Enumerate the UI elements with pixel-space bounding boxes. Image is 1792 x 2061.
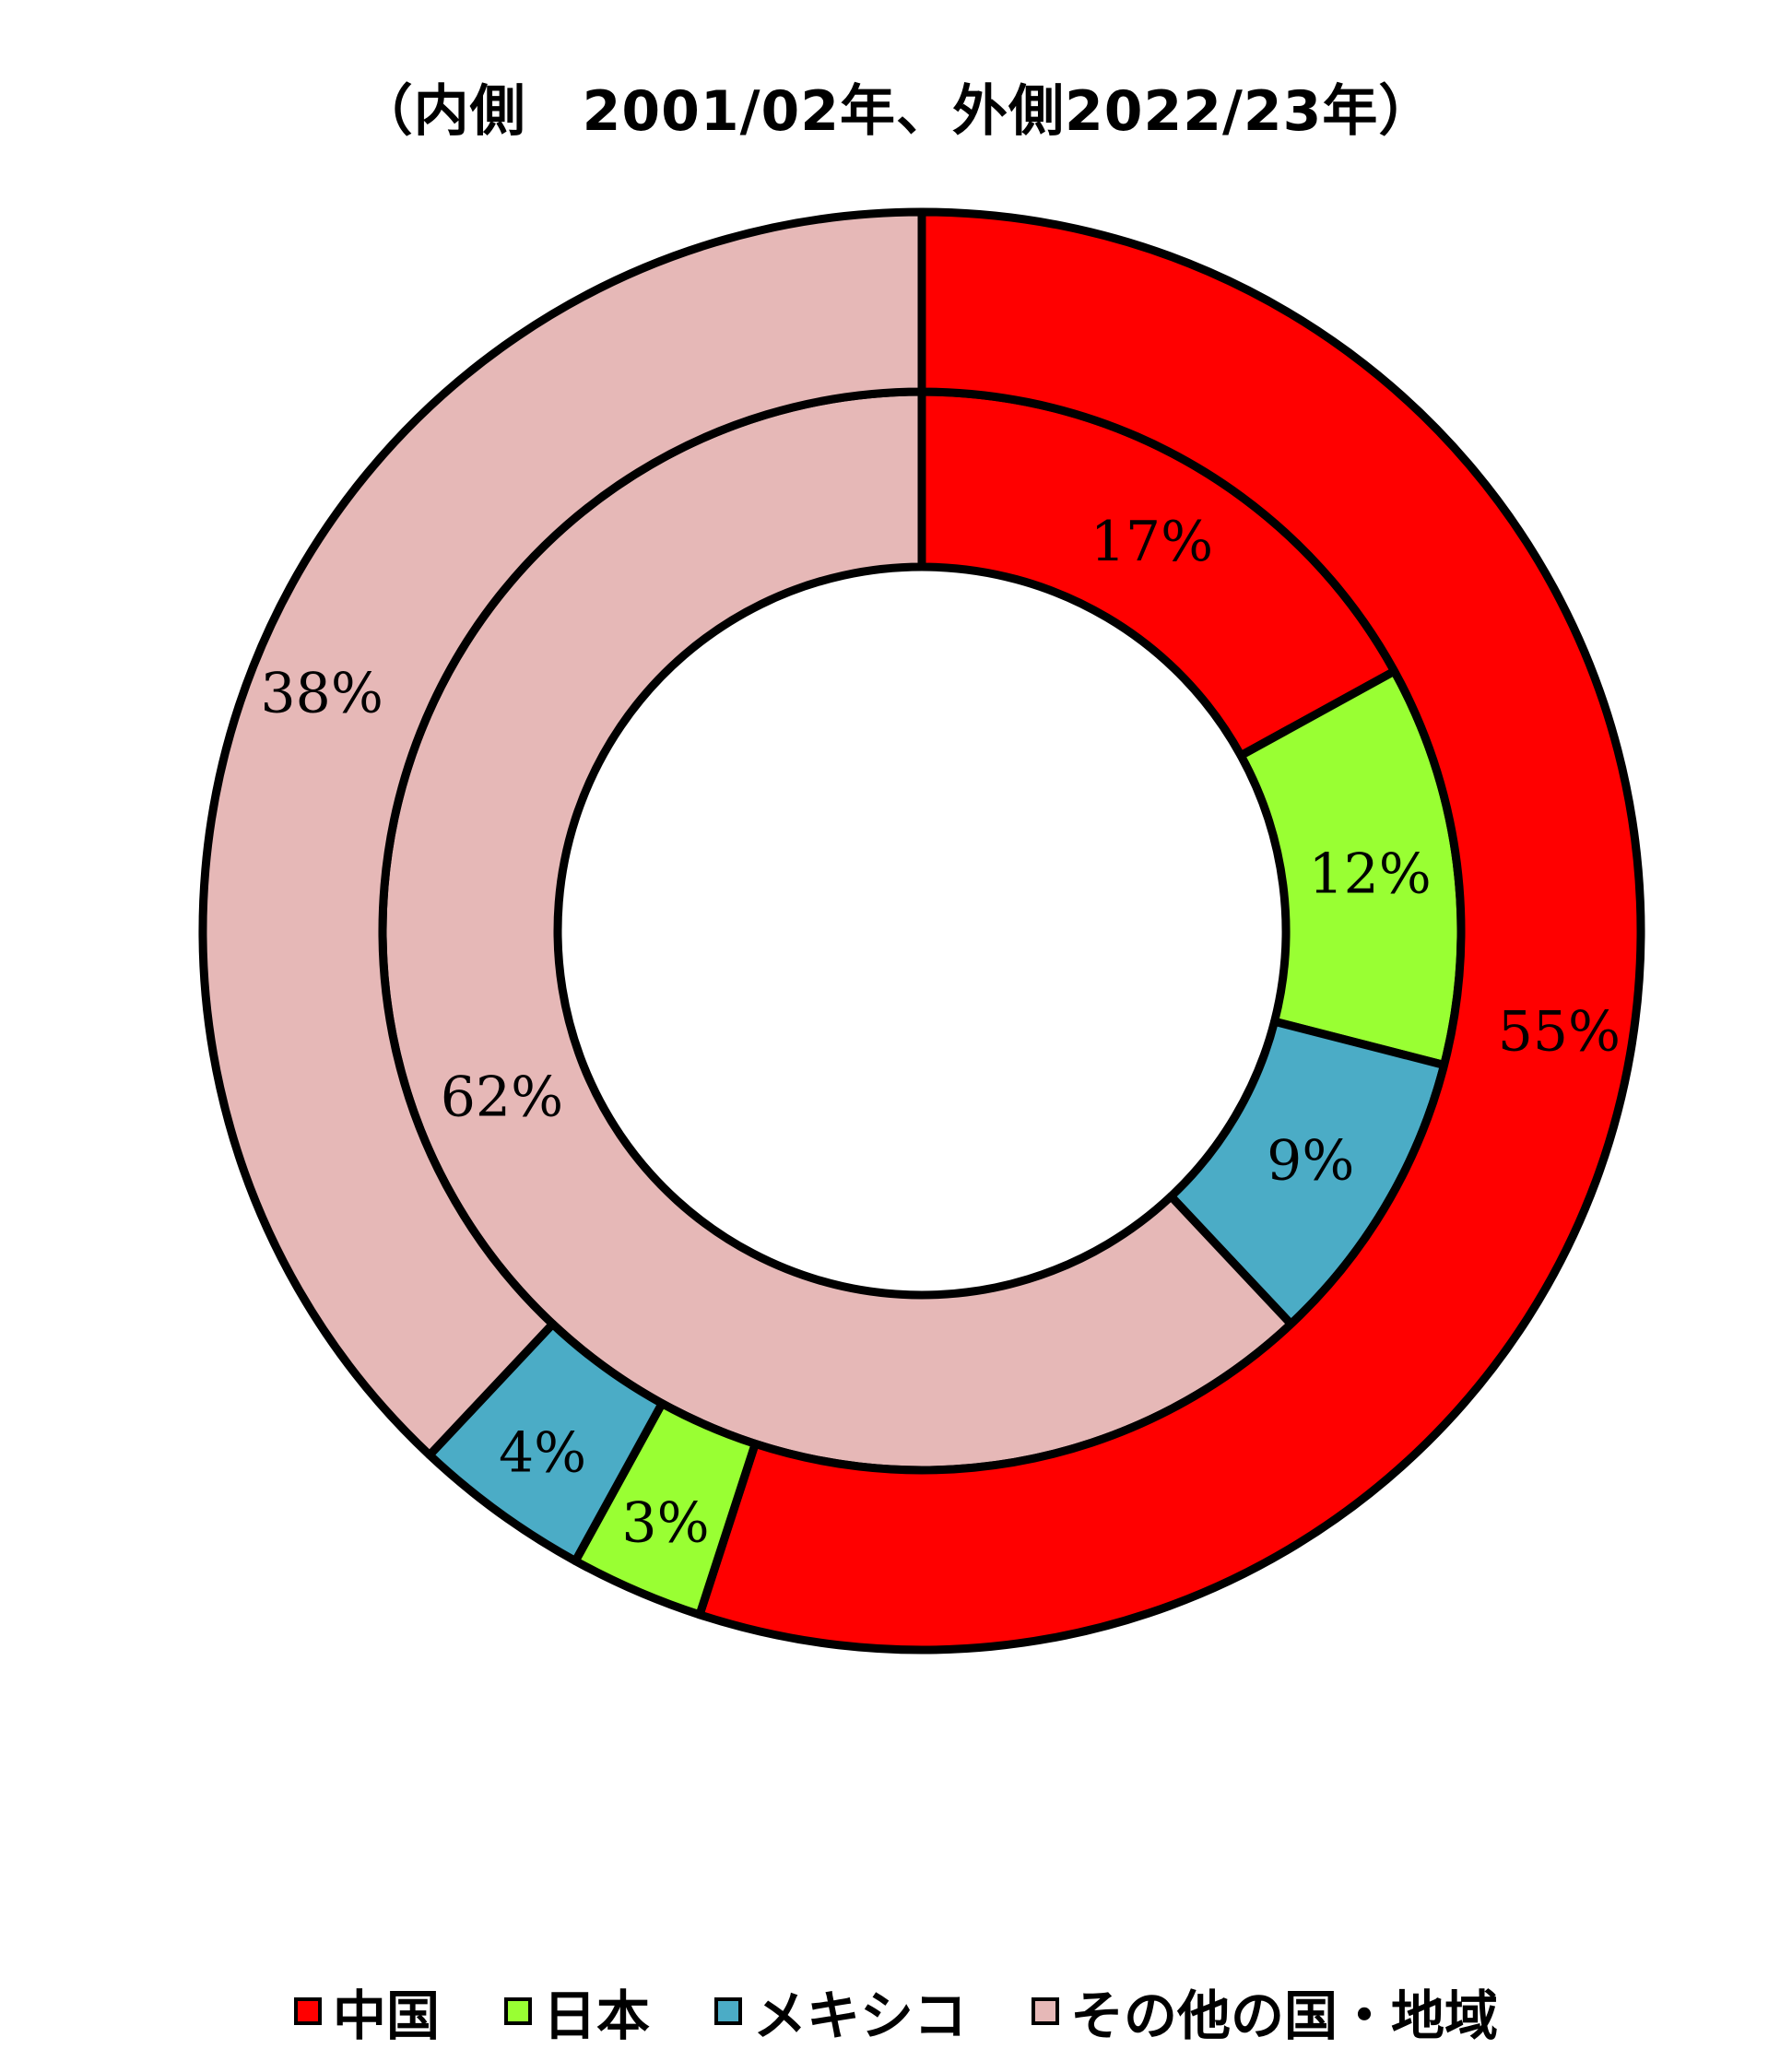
slice-outer-other	[198, 207, 926, 1460]
legend-swatch-mexico	[714, 1997, 742, 2025]
legend-swatch-other	[1032, 1997, 1060, 2025]
legend-label-japan: 日本	[542, 1984, 650, 2047]
slice-outer-china	[695, 207, 1645, 1655]
legend-label-china: 中国	[332, 1984, 440, 2047]
legend-label-other: その他の国・地域	[1070, 1984, 1499, 2047]
data-label-outer-other: 38%	[260, 661, 383, 725]
data-label-inner-mexico: 9%	[1267, 1128, 1354, 1193]
data-label-outer-japan: 3%	[621, 1490, 709, 1555]
legend-item-japan: 日本	[503, 1973, 650, 2050]
doughnut-chart: 17% 12% 9% 62% 55% 3% 4% 38%	[198, 207, 1645, 1655]
legend-item-mexico: メキシコ	[714, 1973, 967, 2050]
legend-item-china: 中国	[293, 1973, 440, 2050]
legend-swatch-japan	[503, 1997, 532, 2025]
legend-label-mexico: メキシコ	[753, 1984, 968, 2047]
legend: 中国 日本 メキシコ その他の国・地域	[0, 1973, 1792, 2050]
data-label-inner-japan: 12%	[1308, 842, 1431, 907]
legend-item-other: その他の国・地域	[1032, 1973, 1498, 2050]
data-label-outer-mexico: 4%	[499, 1420, 586, 1485]
data-label-inner-other: 62%	[441, 1065, 563, 1129]
data-label-inner-china: 17%	[1091, 510, 1213, 574]
chart-title: （内側 2001/02年、外側2022/23年）	[357, 79, 1435, 144]
data-label-outer-china: 55%	[1498, 1000, 1621, 1065]
legend-swatch-china	[293, 1997, 322, 2025]
